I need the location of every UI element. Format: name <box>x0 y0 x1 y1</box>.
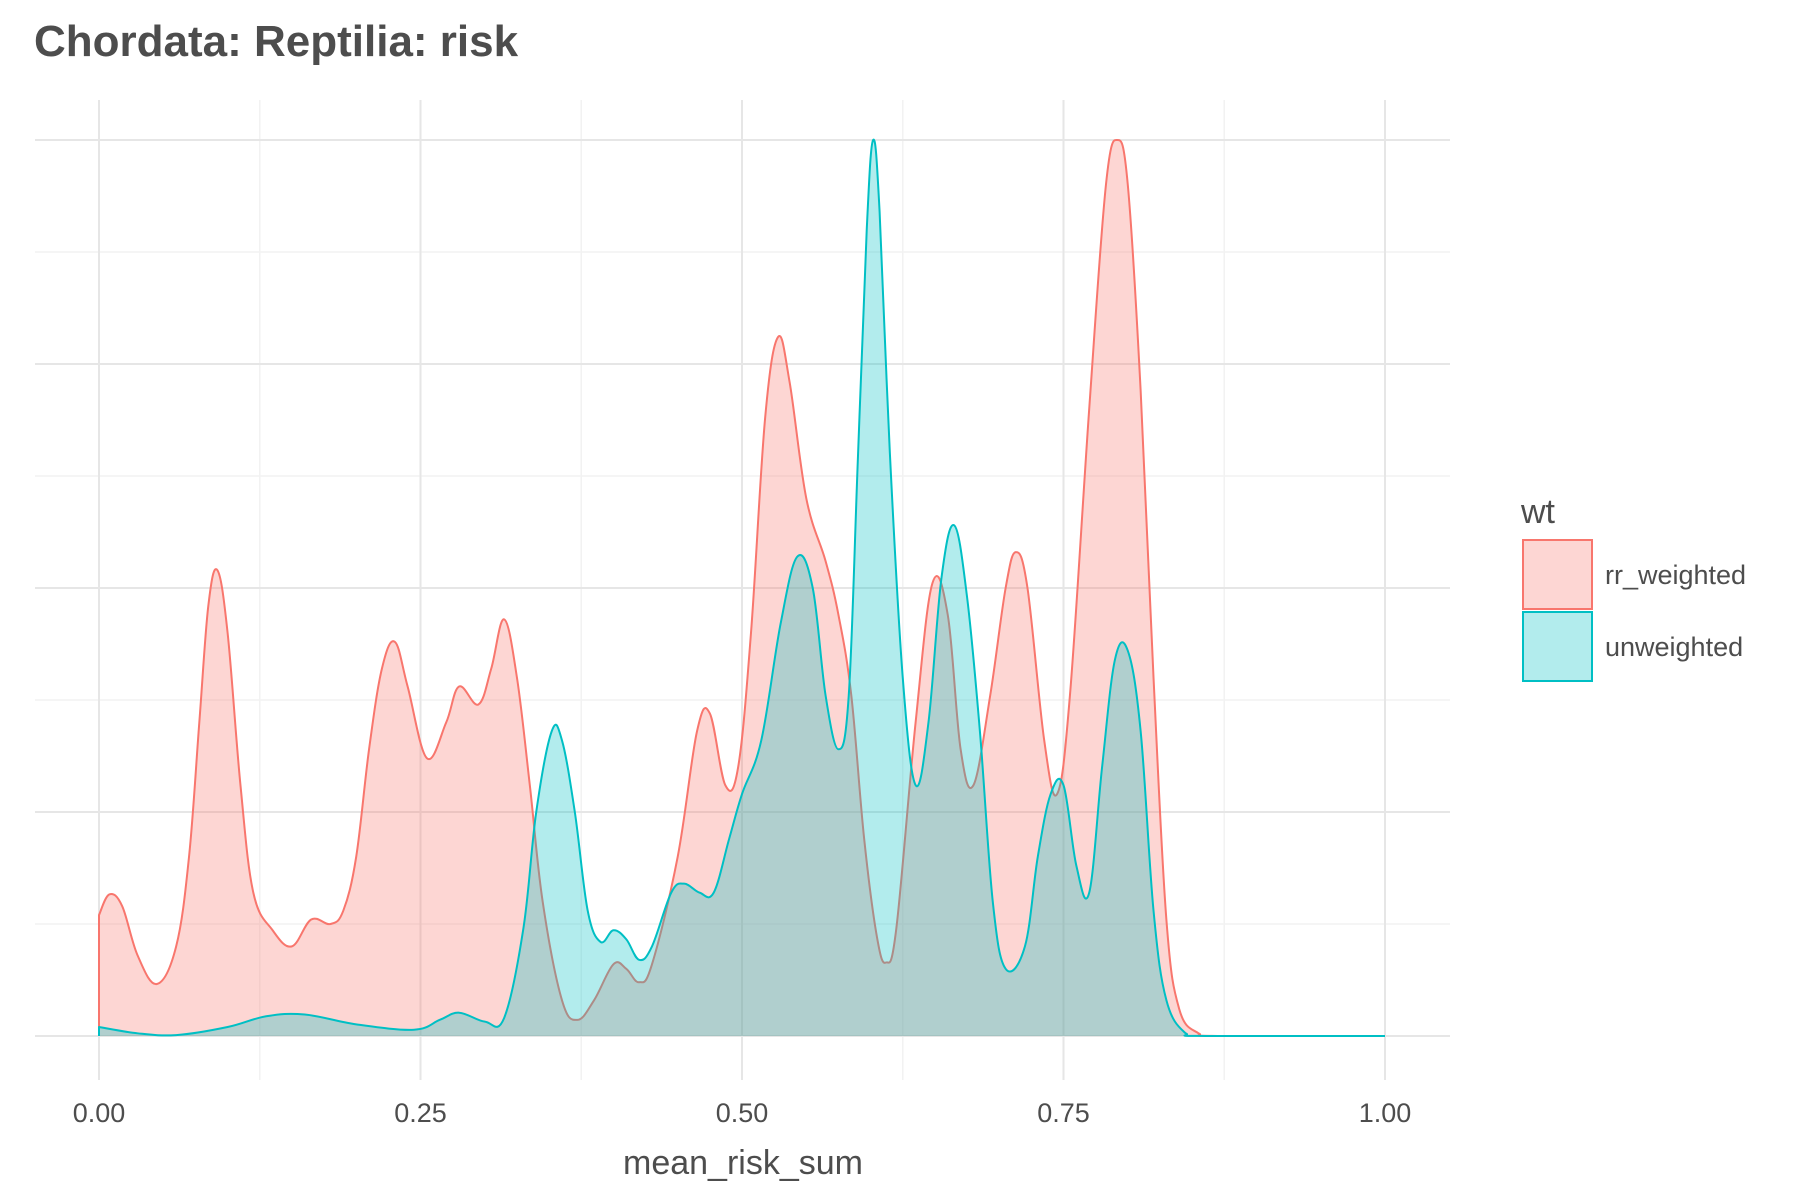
density-fill-unweighted <box>99 139 1385 1037</box>
x-tick-label: 1.00 <box>1359 1098 1412 1128</box>
density-areas <box>98 138 1385 1038</box>
x-tick-label: 0.25 <box>394 1098 447 1128</box>
chart-title: Chordata: Reptilia: risk <box>34 17 519 66</box>
x-axis-label: mean_risk_sum <box>623 1144 863 1182</box>
x-tick-label: 0.50 <box>716 1098 769 1128</box>
density-line-rr_weighted <box>98 138 1385 1038</box>
legend-key-unweighted <box>1522 611 1593 682</box>
x-tick-label: 0.75 <box>1037 1098 1090 1128</box>
density-fill-rr_weighted <box>99 139 1385 1037</box>
x-tick-labels: 0.00 0.25 0.50 0.75 1.00 <box>73 1098 1412 1128</box>
legend-key-rr_weighted <box>1522 539 1593 610</box>
legend-title: wt <box>1520 493 1556 531</box>
legend-label-rr_weighted: rr_weighted <box>1605 560 1746 590</box>
legend: wt rr_weighted unweighted <box>1520 493 1746 682</box>
legend-label-unweighted: unweighted <box>1605 632 1743 662</box>
x-tick-label: 0.00 <box>73 1098 126 1128</box>
density-line-unweighted <box>98 138 1385 1037</box>
